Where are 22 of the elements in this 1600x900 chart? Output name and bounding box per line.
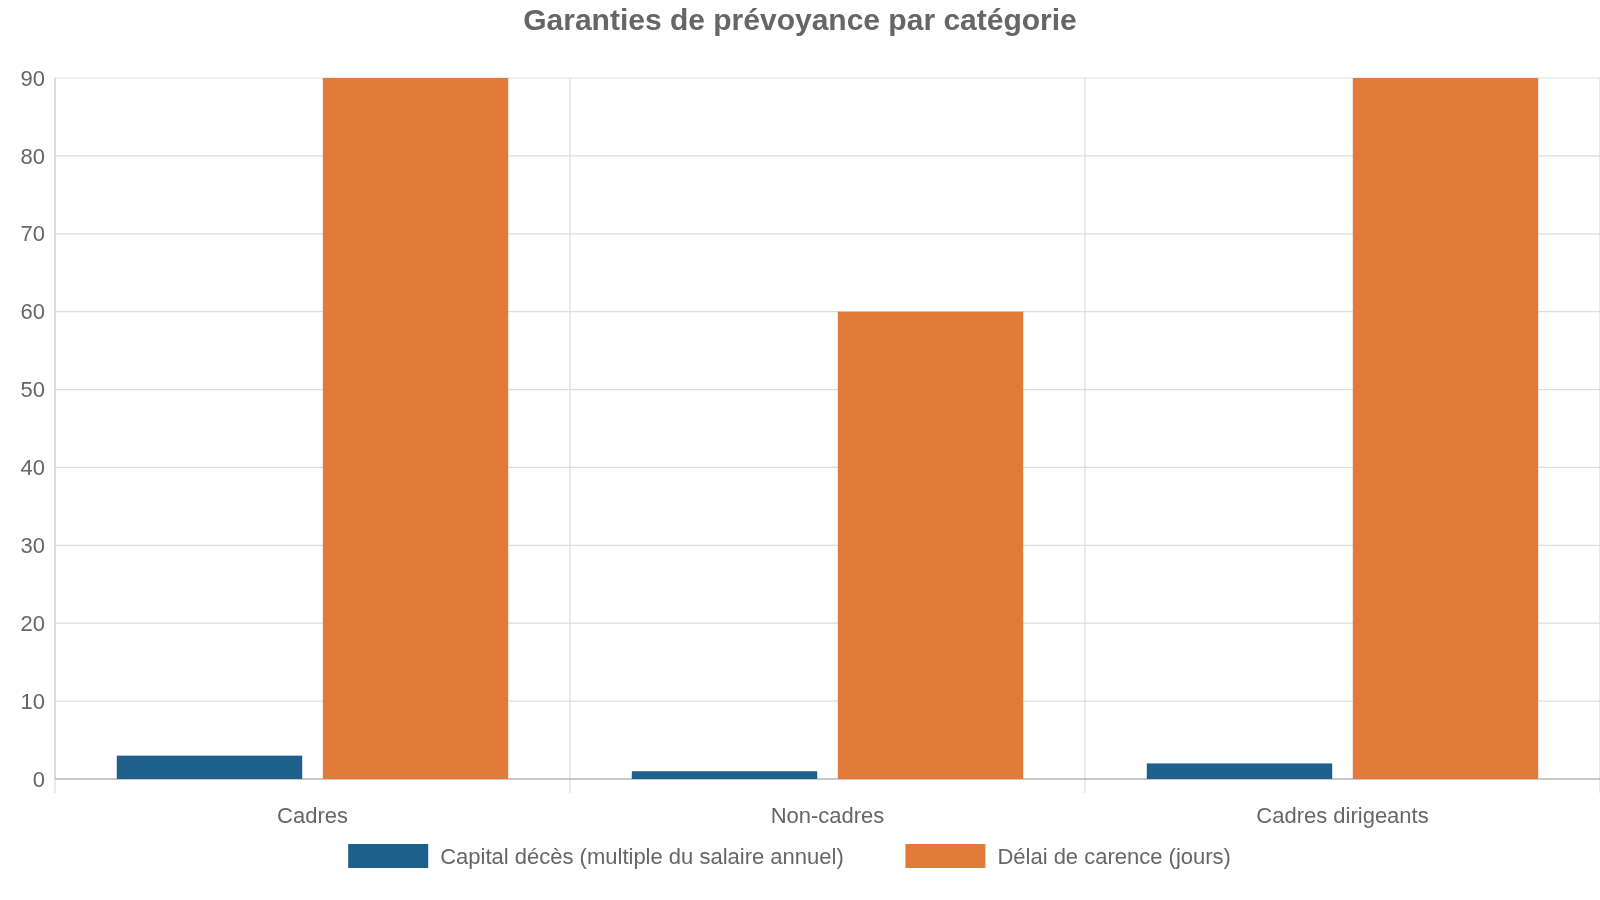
y-tick-label: 10 bbox=[20, 688, 45, 714]
y-tick-label: 30 bbox=[20, 533, 45, 559]
legend-label: Capital décès (multiple du salaire annuel) bbox=[440, 843, 844, 869]
y-tick-label: 20 bbox=[20, 610, 45, 636]
y-tick-label: 50 bbox=[20, 377, 45, 403]
bar bbox=[116, 755, 303, 779]
y-tick-label: 40 bbox=[20, 455, 45, 481]
bar bbox=[631, 771, 818, 779]
x-tick-label: Non-cadres bbox=[770, 803, 885, 828]
y-tick-label: 70 bbox=[20, 221, 45, 247]
y-tick-label: 0 bbox=[32, 766, 45, 792]
x-tick-label: Cadres bbox=[277, 803, 348, 828]
y-tick-label: 60 bbox=[20, 299, 45, 325]
x-tick-label: Cadres dirigeants bbox=[1256, 803, 1429, 828]
bar bbox=[322, 78, 509, 779]
bar bbox=[837, 311, 1024, 779]
bar bbox=[1352, 78, 1539, 779]
bar bbox=[1146, 763, 1333, 779]
y-tick-label: 80 bbox=[20, 143, 45, 169]
y-tick-label: 90 bbox=[20, 65, 45, 91]
legend-label: Délai de carence (jours) bbox=[997, 843, 1231, 869]
chart-title: Garanties de prévoyance par catégorie bbox=[523, 3, 1077, 36]
